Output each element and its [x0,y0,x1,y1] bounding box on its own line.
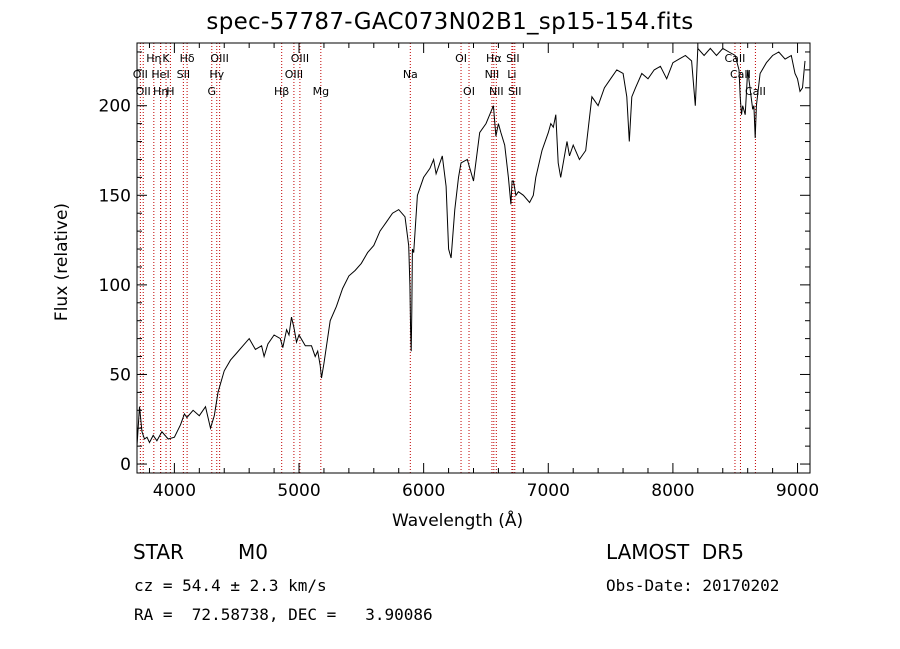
y-tick-label: 150 [99,186,131,206]
line-marker-label: CaII [745,85,766,98]
line-marker-label: Hη [153,85,168,98]
spectrum-line [136,47,806,447]
subclass-label: M0 [238,540,268,564]
x-axis-label: Wavelength (Å) [392,511,524,531]
x-tick-label: 4000 [153,481,196,501]
line-marker-label: NII [489,85,504,98]
line-marker-label: NII [485,68,500,81]
line-markers [139,43,756,473]
x-tick-label: 8000 [651,481,694,501]
obs-date-text: Obs-Date: 20170202 [606,576,780,595]
x-tick-label: 9000 [776,481,819,501]
y-tick-label: 0 [120,455,131,475]
line-marker-label: H [166,85,174,98]
coords-text: RA = 72.58738, DEC = 3.90086 [134,605,433,624]
line-marker-label: SII [506,52,519,65]
y-tick-label: 50 [109,365,131,385]
line-marker-label: OIII [210,52,228,65]
class-label: STAR [133,540,184,564]
plot-frame [136,42,811,474]
survey-label: LAMOST DR5 [606,540,744,564]
x-tick-label: 7000 [527,481,570,501]
axis-tick-labels: 4000 5000 6000 7000 8000 9000 0 50 100 150 200 [99,97,820,501]
line-marker-label: OIII [285,68,303,81]
y-axis-label: Flux (relative) [52,202,72,322]
chart-title: spec-57787-GAC073N02B1_sp15-154.fits [206,9,694,35]
x-tick-label: 6000 [402,481,445,501]
line-marker-label: Hδ [180,52,195,65]
line-marker-label: Hη [146,52,161,65]
line-marker-label: G [208,85,217,98]
line-marker-label: OI [455,52,467,65]
x-tick-label: 5000 [277,481,320,501]
y-tick-label: 100 [99,276,131,296]
line-marker-label: SII [508,85,521,98]
line-marker-label: OIII [291,52,309,65]
line-marker-label: Mg [313,85,329,98]
line-marker-label: Hα [486,52,502,65]
line-marker-labels: OIIOIIHηHeIHηKHSIIHδGHγOIIIHβOIIIOIIIMgN… [133,52,766,98]
y-tick-label: 200 [99,97,131,117]
line-marker-label: HeI [151,68,169,81]
axis-ticks [137,43,810,473]
line-marker-label: K [162,52,170,65]
line-marker-label: OII [136,85,151,98]
cz-text: cz = 54.4 ± 2.3 km/s [134,576,327,595]
line-marker-label: Na [403,68,418,81]
line-marker-label: SII [177,68,190,81]
line-marker-label: Hβ [274,85,289,98]
line-marker-label: OI [463,85,475,98]
line-marker-label: CaII [725,52,746,65]
line-marker-label: Hγ [209,68,224,81]
line-marker-label: CaII [730,68,751,81]
line-marker-label: Li [507,68,516,81]
